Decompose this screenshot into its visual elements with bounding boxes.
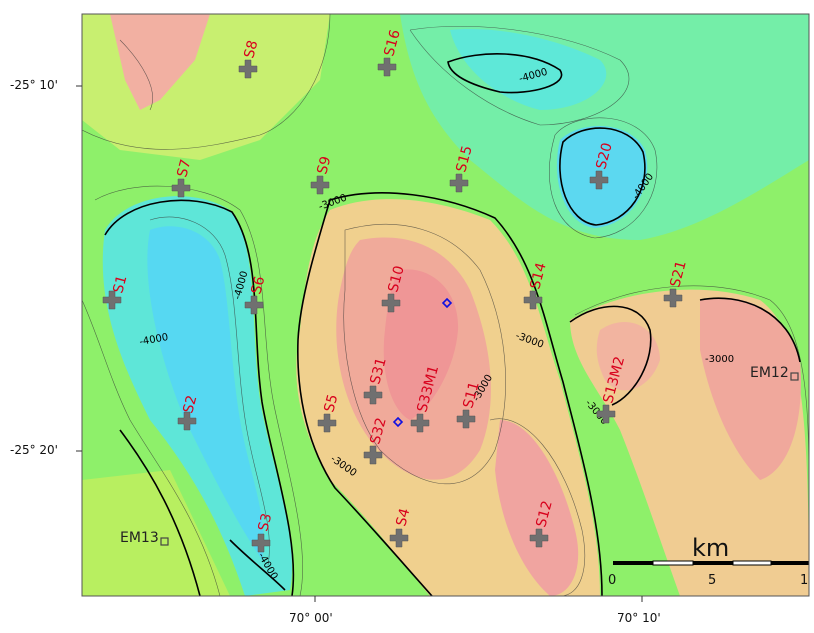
scale-segment [771,561,809,565]
station-marker [317,413,337,433]
station-marker [251,533,271,553]
ridge-nw [110,14,210,110]
upland-sw [82,470,230,596]
scale-tick-label: 0 [608,573,616,588]
station-marker [377,57,397,77]
mooring-markers [160,372,799,546]
axis-ticks [76,85,643,602]
station-marker [363,385,383,405]
station-label: S21 [667,259,689,289]
station-marker [596,404,616,424]
station-label: S31 [367,356,389,386]
ridge-s12 [495,420,579,596]
station-labels: S1 S2 S3 S4 S5 S6 S7 S8 S9 S10 S11 S12 S… [110,28,689,533]
scale-bar: km 0 5 10 [608,534,814,588]
station-label: S11 [460,380,482,410]
station-label: S16 [381,28,403,58]
station-marker [449,173,469,193]
scale-segment [693,561,733,565]
diamond-marker [441,297,453,309]
diamond-marker [392,416,404,428]
station-label: S2 [180,394,200,415]
station-marker [389,528,409,548]
trough-west-core [147,226,264,560]
trough-north-core [450,29,607,110]
scale-tick-label: 10 [800,573,814,588]
mooring-marker [790,372,799,381]
station-label: S32 [367,416,389,446]
mooring-label: EM12 [750,365,789,381]
station-marker [381,293,401,313]
station-label: S1 [110,274,130,295]
station-label: S7 [174,158,194,179]
station-label: S20 [593,141,615,171]
station-marker [238,59,258,79]
scale-tick-label: 5 [708,573,716,588]
scale-segment [652,560,694,566]
station-marker [663,288,683,308]
lon-tick-label: 70° 10' [617,611,661,625]
station-label: S4 [393,507,413,528]
ridge-east-core [700,297,801,480]
knoll-s13 [596,321,660,391]
station-marker [310,175,330,195]
mooring-labels: EM12 EM13 [120,365,789,546]
station-label: S6 [248,275,268,296]
station-markers [102,57,683,553]
station-marker [529,528,549,548]
station-marker [523,290,543,310]
station-label: S14 [527,261,549,291]
mooring-marker [160,537,169,546]
station-label: S8 [241,39,261,60]
station-marker [363,445,383,465]
station-label: S15 [453,144,475,174]
contour-lines-bold [104,53,801,596]
scale-unit: km [692,534,729,562]
station-label: S12 [533,499,555,529]
station-label: S10 [385,264,407,294]
station-marker [410,413,430,433]
station-marker [102,290,122,310]
lon-tick-label: 70° 00' [289,611,333,625]
station-label: S3 [255,512,275,533]
station-label: S9 [314,155,334,176]
station-marker [589,170,609,190]
station-marker [177,411,197,431]
map-border [81,13,810,597]
station-marker [171,178,191,198]
station-marker [244,295,264,315]
lat-tick-label: -25° 10' [10,78,58,92]
station-marker [456,409,476,429]
diamond-markers [392,297,453,428]
contour-label: -4000 [139,332,170,348]
lat-tick-label: -25° 20' [10,443,58,457]
massif-peak [383,269,459,420]
contour-lines-thin [82,14,809,596]
scale-segment [613,561,653,565]
mooring-label: EM13 [120,530,159,546]
scale-segment [732,560,772,566]
map-field: -4000 -3000 -4000 -4000 -3000 -3000 -400… [82,14,814,596]
station-label: S5 [321,393,341,414]
contour-label: -3000 [705,354,734,365]
